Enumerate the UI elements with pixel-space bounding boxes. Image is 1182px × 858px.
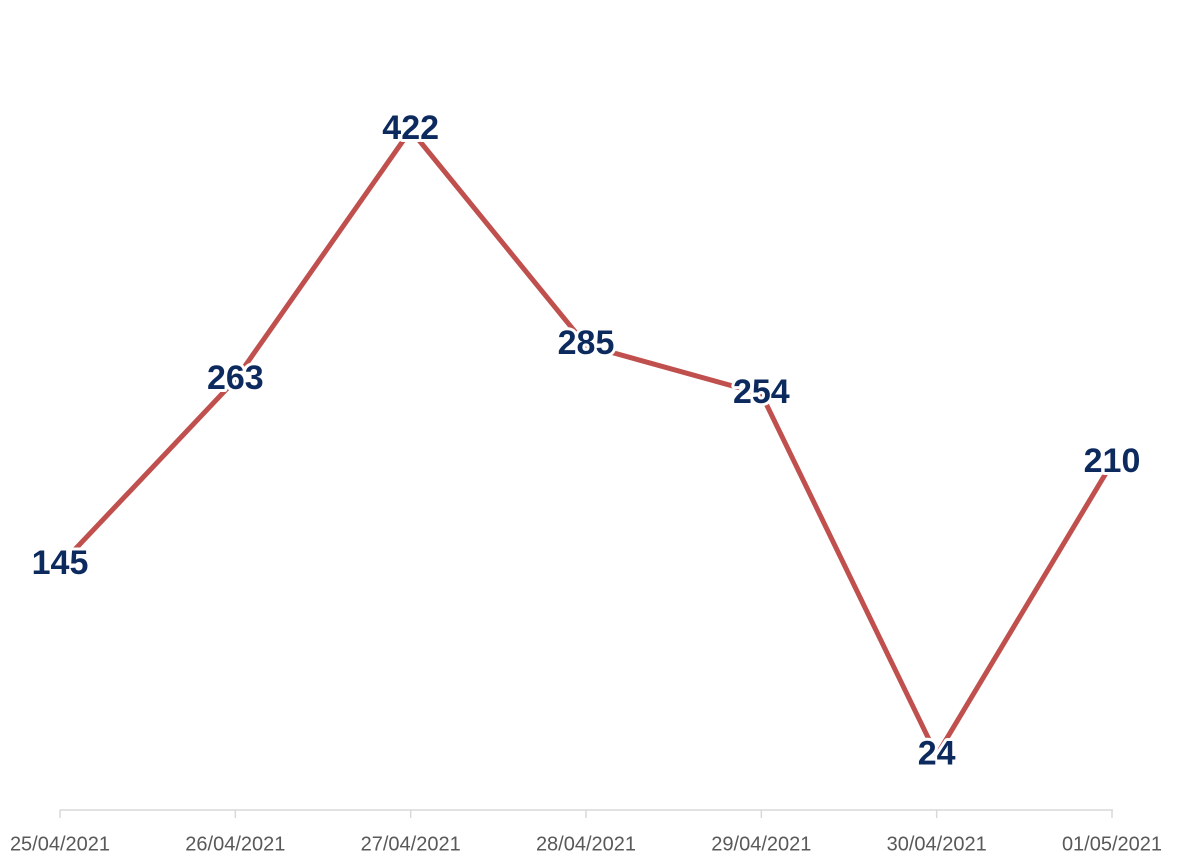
x-tick-label: 27/04/2021 — [361, 833, 461, 855]
data-label: 254 — [733, 373, 790, 411]
data-label: 422 — [382, 109, 439, 147]
data-label: 24 — [918, 734, 956, 772]
x-tick-label: 01/05/2021 — [1062, 833, 1162, 855]
x-tick-label: 28/04/2021 — [536, 833, 636, 855]
data-label: 145 — [32, 544, 89, 582]
data-label: 285 — [558, 324, 615, 362]
line — [58, 127, 1115, 758]
x-tick-label: 25/04/2021 — [10, 833, 110, 855]
x-tick-label: 26/04/2021 — [185, 833, 285, 855]
x-tick-label: 29/04/2021 — [711, 833, 811, 855]
data-label: 210 — [1084, 442, 1141, 480]
x-tick-label: 30/04/2021 — [887, 833, 987, 855]
data-label: 263 — [207, 359, 264, 397]
